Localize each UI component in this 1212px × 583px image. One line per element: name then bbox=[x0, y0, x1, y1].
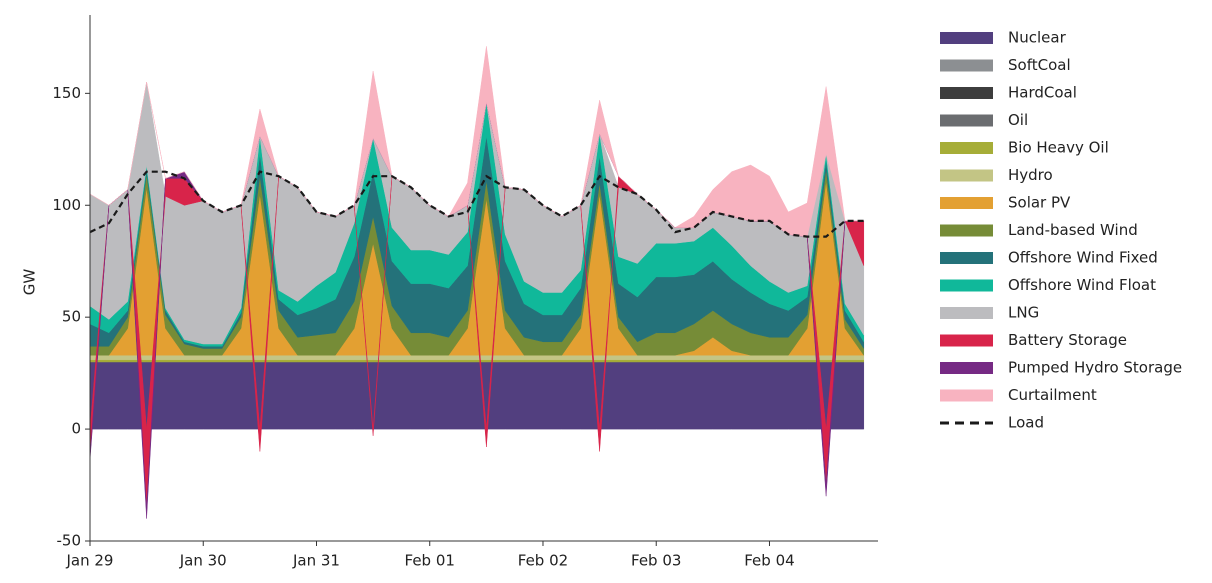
legend-label: Hydro bbox=[1008, 166, 1053, 184]
legend-label: Land-based Wind bbox=[1008, 221, 1138, 239]
y-tick-label: 0 bbox=[71, 420, 81, 438]
legend-label: Offshore Wind Fixed bbox=[1008, 249, 1158, 267]
x-tick-label: Jan 31 bbox=[292, 552, 340, 570]
area bbox=[89, 359, 865, 363]
legend-swatch bbox=[940, 142, 993, 154]
legend-label: Battery Storage bbox=[1008, 331, 1127, 349]
legend-label: HardCoal bbox=[1008, 84, 1077, 102]
x-tick-label: Feb 02 bbox=[518, 552, 568, 570]
legend-swatch bbox=[940, 224, 993, 237]
legend-swatch bbox=[940, 252, 993, 264]
legend-swatch bbox=[940, 389, 993, 402]
legend-swatch bbox=[940, 169, 993, 182]
x-tick-label: Feb 04 bbox=[744, 552, 794, 570]
legend-label: Offshore Wind Float bbox=[1008, 276, 1156, 294]
legend-swatch bbox=[940, 362, 993, 374]
legend-swatch bbox=[940, 197, 993, 209]
legend-label: SoftCoal bbox=[1008, 56, 1071, 74]
legend-label: Oil bbox=[1008, 111, 1028, 129]
x-tick-label: Feb 01 bbox=[405, 552, 455, 570]
legend-swatch bbox=[940, 114, 993, 127]
legend-swatch bbox=[940, 59, 993, 72]
load-line bbox=[89, 170, 864, 238]
legend-label: Nuclear bbox=[1008, 29, 1067, 47]
y-tick-label: 100 bbox=[52, 196, 81, 214]
y-tick-label: 50 bbox=[62, 308, 81, 326]
legend-label: LNG bbox=[1008, 304, 1039, 322]
legend-label: Solar PV bbox=[1008, 194, 1071, 212]
x-tick-label: Jan 29 bbox=[66, 552, 114, 570]
legend-swatch bbox=[940, 87, 993, 99]
area bbox=[89, 46, 864, 237]
y-axis-label: GW bbox=[21, 269, 39, 296]
legend-swatch bbox=[940, 279, 993, 292]
legend-swatch bbox=[940, 334, 993, 347]
x-tick-label: Jan 30 bbox=[179, 552, 227, 570]
legend-label: Bio Heavy Oil bbox=[1008, 139, 1109, 157]
area bbox=[89, 361, 865, 430]
legend-label: Pumped Hydro Storage bbox=[1008, 359, 1182, 377]
area bbox=[89, 354, 865, 360]
legend-swatch bbox=[940, 32, 993, 44]
y-tick-label: 150 bbox=[52, 84, 81, 102]
legend-label: Curtailment bbox=[1008, 386, 1097, 404]
legend-swatch bbox=[940, 307, 993, 319]
y-tick-label: -50 bbox=[57, 532, 82, 550]
legend-label: Load bbox=[1008, 414, 1044, 432]
x-tick-label: Feb 03 bbox=[631, 552, 681, 570]
